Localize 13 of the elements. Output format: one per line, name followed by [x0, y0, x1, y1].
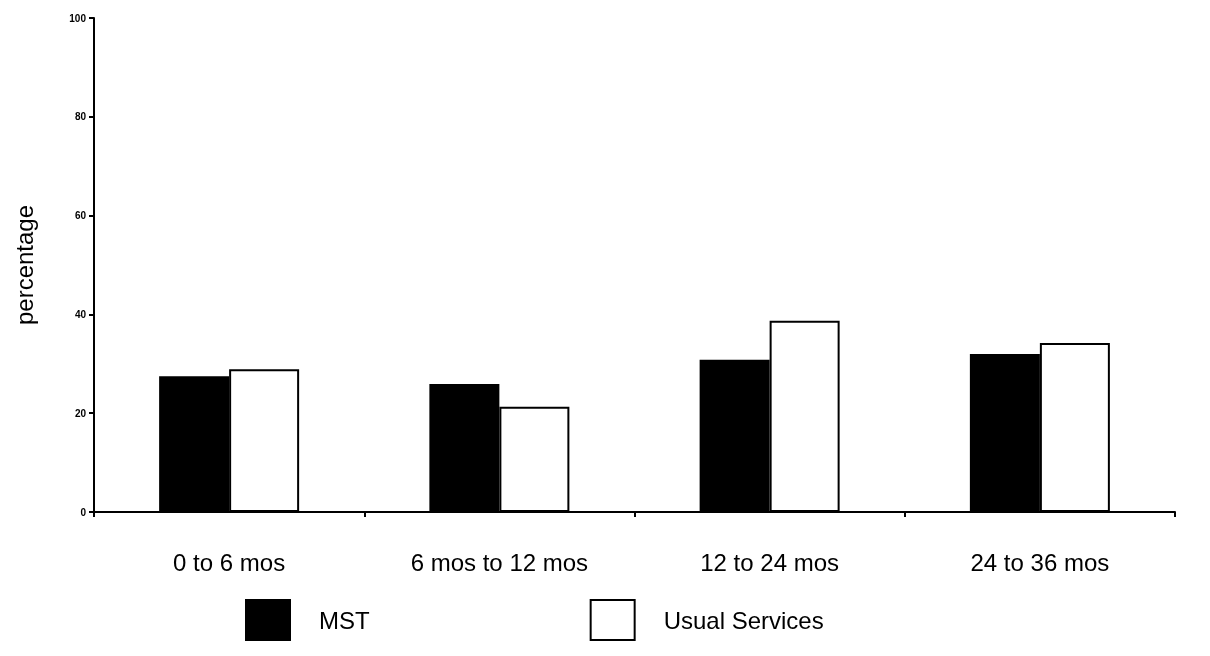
y-tick-label: 0 [80, 506, 87, 518]
y-tick-label: 40 [74, 308, 87, 320]
x-tick-label: 6 mos to 12 mos [410, 548, 589, 576]
y-tick-label: 100 [69, 12, 87, 24]
legend-label: MST [319, 606, 370, 634]
legend-label: Usual Services [663, 606, 824, 634]
y-tick-label: 20 [74, 407, 87, 419]
y-axis-title: percentage [10, 204, 38, 326]
x-tick-label: 12 to 24 mos [700, 548, 839, 576]
x-tick-label: 24 to 36 mos [970, 548, 1110, 576]
x-tick-label: 0 to 6 mos [173, 548, 286, 576]
y-tick-label: 60 [74, 210, 87, 222]
y-tick-label: 80 [74, 111, 87, 123]
